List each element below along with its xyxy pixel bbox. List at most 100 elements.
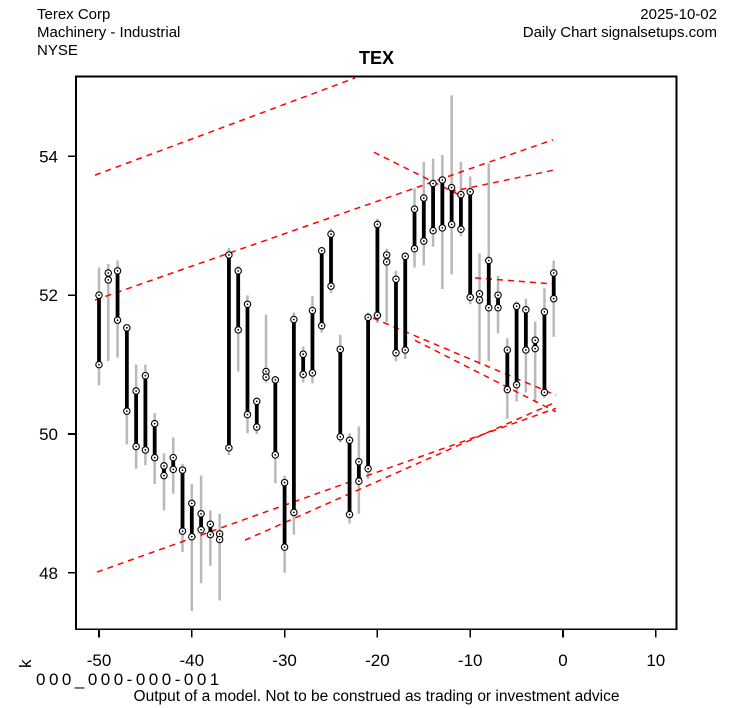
- bar-end-marker-dot: [125, 410, 128, 412]
- trendline-mid-falling-1: [372, 317, 557, 396]
- trendline-bottom-support-2: [244, 401, 557, 541]
- bar-end-marker-dot: [292, 318, 295, 321]
- bar-end-marker-dot: [357, 480, 360, 483]
- trendline-mid-falling-2: [414, 339, 557, 413]
- bar-end-marker-dot: [404, 255, 407, 258]
- bar-end-marker-dot: [116, 319, 119, 322]
- bar-end-marker-dot: [98, 363, 100, 366]
- bar-end-marker-dot: [255, 426, 258, 428]
- y-tick-label: 48: [39, 564, 58, 583]
- bar-end-marker-dot: [506, 349, 509, 351]
- bar-end-marker-dot: [413, 247, 416, 250]
- trendline-upper-left-rising: [94, 77, 356, 176]
- x-tick-label: -20: [365, 651, 390, 670]
- x-tick-label: -30: [272, 651, 297, 670]
- bar-end-marker-dot: [237, 329, 240, 331]
- bar-end-marker-dot: [283, 481, 286, 484]
- bar-end-marker-dot: [413, 208, 416, 211]
- bar-end-marker-dot: [274, 378, 277, 381]
- bar-end-marker-dot: [209, 523, 212, 526]
- chart-date: 2025-10-02: [640, 6, 717, 23]
- bar-end-marker-dot: [460, 193, 462, 196]
- trendline-bottom-support-long: [96, 407, 557, 573]
- bar-end-marker-dot: [478, 292, 481, 295]
- bar-end-marker-dot: [552, 297, 555, 300]
- bar-end-marker-dot: [190, 502, 193, 505]
- bar-end-marker-dot: [469, 190, 472, 193]
- watermark-id: 000_000-000-001: [36, 670, 223, 689]
- bar-end-marker-dot: [497, 306, 499, 309]
- bar-end-marker-dot: [543, 310, 546, 313]
- bar-end-marker-dot: [228, 254, 230, 256]
- bar-end-marker-dot: [265, 370, 267, 373]
- bar-end-marker-dot: [255, 400, 258, 403]
- trendline-right-gentle-rising: [449, 169, 554, 193]
- bar-end-marker-dot: [385, 260, 388, 263]
- bar-end-marker-dot: [153, 456, 156, 459]
- bar-end-marker-dot: [163, 474, 165, 477]
- bar-end-marker-dot: [469, 296, 472, 299]
- bar-end-marker-dot: [144, 374, 147, 377]
- bar-end-marker-dot: [385, 254, 388, 256]
- bar-end-marker-dot: [311, 309, 314, 312]
- bar-end-marker-dot: [357, 460, 360, 463]
- bar-end-marker-dot: [181, 469, 184, 471]
- bar-end-marker-dot: [237, 270, 240, 272]
- bar-end-marker-dot: [265, 376, 267, 378]
- x-tick-label: -40: [180, 651, 205, 670]
- bar-end-marker-dot: [311, 372, 314, 374]
- bar-end-marker-dot: [422, 240, 425, 242]
- bar-end-marker-dot: [107, 279, 110, 281]
- bar-end-marker-dot: [181, 530, 184, 533]
- bar-end-marker-dot: [432, 182, 434, 185]
- bar-end-marker-dot: [441, 179, 444, 181]
- bar-end-marker-dot: [153, 422, 156, 425]
- bar-end-marker-dot: [552, 272, 555, 274]
- bar-end-marker-dot: [218, 538, 221, 541]
- bar-end-marker-dot: [330, 233, 332, 236]
- bar-end-marker-dot: [543, 391, 546, 394]
- bar-end-marker-dot: [218, 533, 221, 535]
- bar-end-marker-dot: [246, 303, 249, 306]
- bar-end-marker-dot: [376, 223, 379, 226]
- plot-frame: [75, 75, 678, 631]
- bar-end-marker-dot: [98, 294, 100, 297]
- exchange-name: NYSE: [37, 42, 78, 59]
- bar-end-marker-dot: [376, 314, 379, 317]
- bar-end-marker-dot: [339, 348, 342, 351]
- bar-end-marker-dot: [200, 528, 202, 531]
- bar-end-marker-dot: [515, 305, 518, 308]
- bar-end-marker-dot: [163, 465, 165, 467]
- disclaimer: Output of a model. Not to be construed a…: [133, 688, 620, 705]
- bar-end-marker-dot: [200, 512, 202, 515]
- industry-name: Machinery - Industrial: [37, 24, 181, 41]
- bar-end-marker-dot: [209, 533, 212, 536]
- bar-end-marker-dot: [339, 435, 342, 438]
- bar-end-marker-dot: [135, 390, 138, 392]
- y-axis-label: k: [16, 659, 35, 668]
- trendline-mid-rising-channel: [94, 139, 554, 301]
- x-tick-label: 0: [558, 651, 567, 670]
- bar-end-marker-dot: [320, 249, 323, 252]
- bar-end-marker-dot: [450, 223, 453, 226]
- bar-end-marker-dot: [422, 197, 425, 199]
- bar-end-marker-dot: [348, 513, 351, 516]
- x-tick-label: -10: [458, 651, 483, 670]
- bar-end-marker-dot: [524, 308, 527, 311]
- chart-title: TEX: [358, 48, 394, 68]
- bar-end-marker-dot: [460, 228, 462, 231]
- bar-end-marker-dot: [395, 351, 397, 354]
- trendline-apex-falling: [373, 151, 461, 196]
- bar-end-marker-dot: [478, 299, 481, 301]
- bar-end-marker-dot: [441, 226, 444, 229]
- bar-end-marker-dot: [367, 316, 370, 319]
- bar-end-marker-dot: [487, 259, 490, 262]
- y-tick-label: 54: [39, 147, 58, 166]
- y-tick-label: 52: [39, 286, 58, 305]
- x-tick-label: 10: [646, 651, 665, 670]
- bar-end-marker-dot: [348, 439, 351, 442]
- bar-end-marker-dot: [292, 511, 295, 514]
- bar-end-marker-dot: [172, 468, 175, 471]
